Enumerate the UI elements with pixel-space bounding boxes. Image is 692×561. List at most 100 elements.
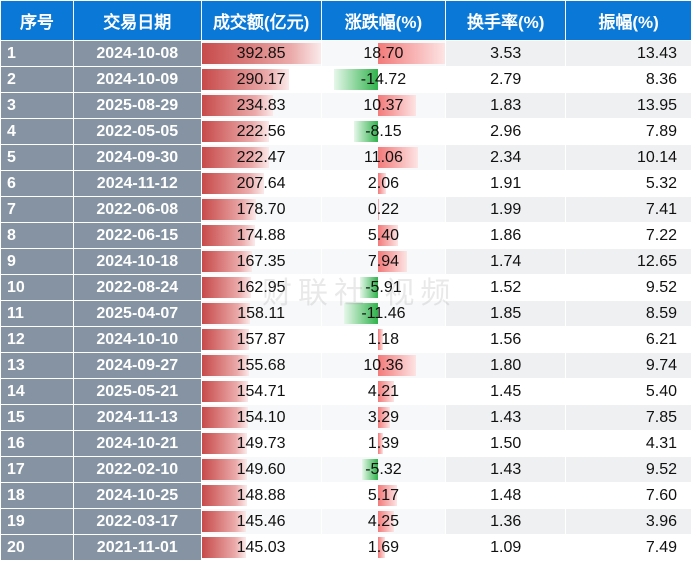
change-pct-cell: 4.25 — [320, 508, 447, 535]
date-cell-text: 2024-10-18 — [96, 252, 179, 270]
date-cell-text: 2024-09-30 — [96, 148, 179, 166]
change-pct-cell-text: 18.70 — [363, 44, 404, 62]
amplitude-cell: 9.52 — [565, 456, 692, 483]
rank-cell: 16 — [0, 430, 74, 457]
rank-cell: 12 — [0, 326, 74, 353]
amplitude-cell-text: 12.65 — [636, 252, 677, 270]
turnover-rate-cell: 1.36 — [445, 508, 567, 535]
date-cell: 2024-10-08 — [72, 40, 202, 67]
amplitude-cell: 7.85 — [565, 404, 692, 431]
rank-cell: 4 — [0, 118, 74, 145]
turnover-rate-cell-text: 1.43 — [490, 460, 522, 478]
rank-cell-text: 13 — [7, 356, 25, 374]
change-pct-cell-text: 1.18 — [367, 330, 399, 348]
change-pct-cell-text: 5.17 — [367, 486, 399, 504]
turnover-amount-cell-text: 145.03 — [236, 538, 286, 556]
amplitude-cell-text: 8.36 — [645, 70, 677, 88]
turnover-amount-cell-text: 222.47 — [236, 148, 286, 166]
rank-cell: 5 — [0, 144, 74, 171]
turnover-amount-cell: 145.46 — [200, 508, 322, 535]
amplitude-cell-text: 13.43 — [636, 44, 677, 62]
turnover-rate-cell: 1.09 — [445, 534, 567, 561]
change-pct-cell-text: -11.46 — [361, 304, 406, 322]
change-pct-cell: 11.06 — [320, 144, 447, 171]
change-pct-cell-text: 2.06 — [367, 174, 399, 192]
turnover-amount-cell-text: 148.88 — [236, 486, 286, 504]
turnover-amount-cell-text: 167.35 — [236, 252, 286, 270]
turnover-amount-cell: 149.60 — [200, 456, 322, 483]
change-pct-cell: 5.17 — [320, 482, 447, 509]
turnover-amount-cell-text: 222.56 — [236, 122, 286, 140]
amount-bar — [202, 173, 265, 194]
table-row: 7 2022-06-08 178.70 0.22 1.99 7.41 — [0, 196, 692, 223]
turnover-amount-cell: 162.95 — [200, 274, 322, 301]
turnover-rate-cell: 1.86 — [445, 222, 567, 249]
header-cell: 交易日期 — [72, 0, 202, 41]
turnover-amount-cell: 149.73 — [200, 430, 322, 457]
turnover-amount-cell: 148.88 — [200, 482, 322, 509]
amplitude-cell: 10.14 — [565, 144, 692, 171]
change-pct-cell-text: 3.29 — [367, 408, 399, 426]
turnover-rate-cell-text: 1.50 — [490, 434, 522, 452]
table-row: 4 2022-05-05 222.56 -8.15 2.96 7.89 — [0, 118, 692, 145]
turnover-rate-cell: 2.34 — [445, 144, 567, 171]
change-pct-cell: -5.32 — [320, 456, 447, 483]
rank-cell-text: 16 — [7, 434, 25, 452]
amplitude-cell-text: 9.74 — [645, 356, 677, 374]
change-pct-cell-text: -8.15 — [365, 122, 402, 140]
amount-bar — [202, 43, 321, 64]
amount-bar — [202, 355, 249, 376]
date-cell: 2022-06-08 — [72, 196, 202, 223]
date-cell-text: 2024-11-12 — [96, 174, 178, 192]
table-row: 3 2025-08-29 234.83 10.37 1.83 13.95 — [0, 92, 692, 119]
header-cell: 涨跌幅(%) — [320, 0, 447, 41]
rank-cell: 18 — [0, 482, 74, 509]
change-pct-cell-text: 7.94 — [367, 252, 399, 270]
turnover-amount-cell-text: 154.10 — [236, 408, 286, 426]
amplitude-cell-text: 7.89 — [645, 122, 677, 140]
rank-cell: 13 — [0, 352, 74, 379]
turnover-amount-cell-text: 178.70 — [236, 200, 286, 218]
change-bar — [378, 381, 394, 402]
turnover-amount-cell-text: 158.11 — [237, 304, 285, 322]
turnover-rate-cell-text: 1.45 — [490, 382, 522, 400]
amount-bar — [202, 121, 269, 142]
date-cell: 2021-11-01 — [72, 534, 202, 561]
amplitude-cell-text: 5.32 — [645, 174, 677, 192]
amplitude-cell: 4.31 — [565, 430, 692, 457]
change-bar — [378, 511, 394, 532]
turnover-amount-cell: 222.56 — [200, 118, 322, 145]
date-cell: 2025-05-21 — [72, 378, 202, 405]
rank-cell-text: 5 — [7, 148, 16, 166]
rank-cell: 7 — [0, 196, 74, 223]
header-row: 序号 交易日期 成交额(亿元) 涨跌幅(%) 换手率(%) 振幅(%) — [0, 0, 692, 41]
date-cell: 2024-11-13 — [72, 404, 202, 431]
table-row: 1 2024-10-08 392.85 18.70 3.53 13.43 — [0, 40, 692, 67]
rank-cell-text: 8 — [7, 226, 16, 244]
turnover-amount-cell: 234.83 — [200, 92, 322, 119]
date-cell: 2024-11-12 — [72, 170, 202, 197]
turnover-rate-cell-text: 1.83 — [490, 96, 522, 114]
turnover-rate-cell-text: 1.09 — [490, 538, 522, 556]
rank-cell-text: 9 — [7, 252, 16, 270]
rank-cell-text: 1 — [7, 44, 16, 62]
change-pct-cell: 1.69 — [320, 534, 447, 561]
amount-bar — [202, 459, 247, 480]
date-cell: 2022-03-17 — [72, 508, 202, 535]
date-cell: 2025-08-29 — [72, 92, 202, 119]
table-row: 6 2024-11-12 207.64 2.06 1.91 5.32 — [0, 170, 692, 197]
rank-cell: 19 — [0, 508, 74, 535]
change-pct-cell: 3.29 — [320, 404, 447, 431]
amplitude-cell: 13.43 — [565, 40, 692, 67]
change-bar — [360, 277, 379, 298]
amplitude-cell-text: 7.60 — [645, 486, 677, 504]
amplitude-cell: 8.59 — [565, 300, 692, 327]
turnover-rate-cell: 1.43 — [445, 456, 567, 483]
turnover-amount-cell-text: 290.17 — [236, 70, 286, 88]
turnover-amount-cell: 178.70 — [200, 196, 322, 223]
rank-cell-text: 20 — [7, 538, 25, 556]
date-cell-text: 2024-10-10 — [96, 330, 179, 348]
amplitude-cell-text: 5.40 — [645, 382, 677, 400]
turnover-rate-cell-text: 1.48 — [490, 486, 522, 504]
date-cell-text: 2024-10-21 — [96, 434, 179, 452]
